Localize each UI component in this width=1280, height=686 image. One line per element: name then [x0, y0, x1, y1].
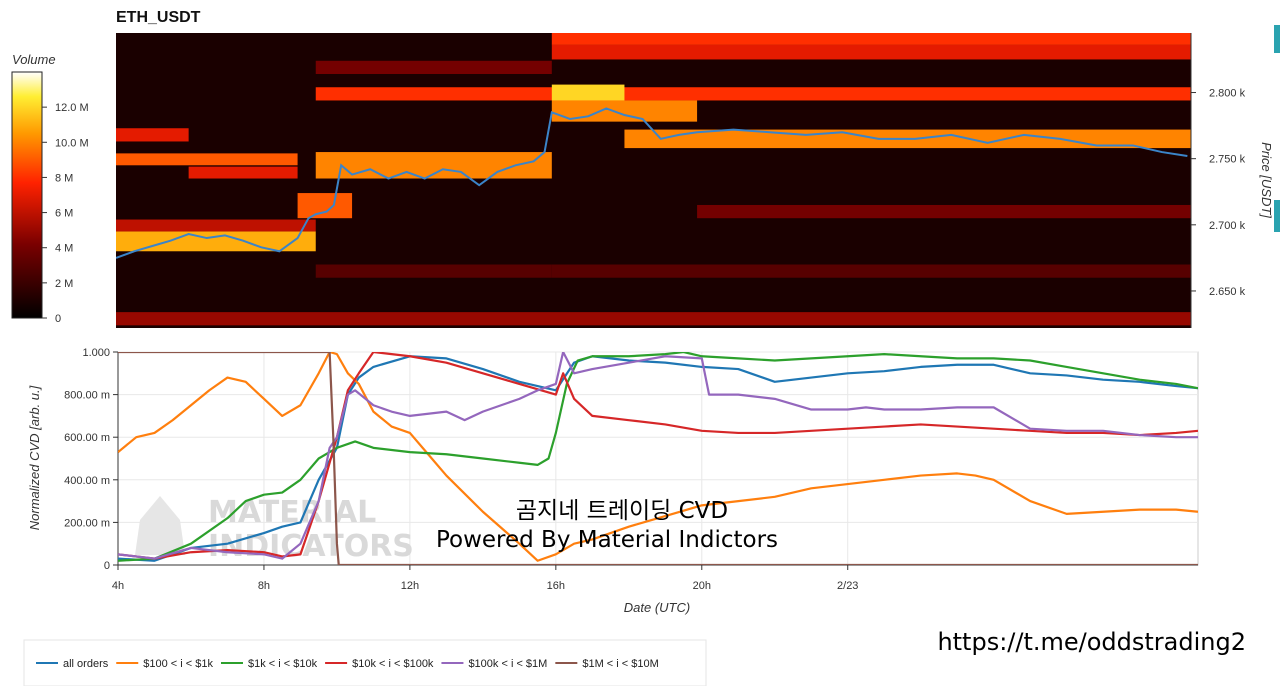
cvd-series-layer: [118, 352, 1198, 565]
legend-item-s100[interactable]: $100 < i < $1k: [116, 658, 213, 670]
accent-tab-1[interactable]: [1274, 25, 1280, 53]
cvd-y-tick-label: 200.00 m: [64, 517, 110, 529]
legend-label: $1k < i < $10k: [248, 658, 318, 670]
legend-label: $1M < i < $10M: [582, 658, 658, 670]
heat-band-13: [297, 193, 353, 219]
heat-band-14: [697, 204, 1191, 219]
cvd-y-tick-label: 1.000: [82, 347, 110, 359]
heat-band-15: [116, 312, 1191, 326]
heat-band-4: [551, 84, 625, 101]
cvd-x-tick-label: 16h: [547, 580, 565, 592]
series-line-s100: [118, 352, 1198, 562]
flask-icon: [135, 496, 185, 555]
cvd-y-tick-label: 600.00 m: [64, 432, 110, 444]
price-axis-label: Price [USDT]: [1259, 142, 1274, 218]
cvd-y-tick-label: 800.00 m: [64, 390, 110, 402]
heat-band-16: [551, 264, 1191, 278]
price-axis-ticks: 2.800 k 2.750 k 2.700 k 2.650 k: [1191, 88, 1246, 298]
series-line-s1k: [118, 352, 1198, 562]
cvd-y-label: Normalized CVD [arb. u.]: [27, 385, 42, 530]
colorbar: [11, 71, 43, 319]
price-tick-label: 2.800 k: [1209, 88, 1246, 100]
cvd-x-label: Date (UTC): [624, 600, 690, 615]
legend: all orders $100 < i < $1k $1k < i < $10k $1…: [36, 658, 659, 670]
colorbar-tick-label: 0: [55, 313, 61, 325]
cvd-y-tick-label: 0: [104, 560, 110, 572]
cvd-x-tick-label: 20h: [693, 580, 711, 592]
watermark-line-2: INDICATORS: [208, 529, 414, 564]
heat-band-7: [116, 128, 189, 142]
heat-band-3: [315, 87, 1191, 101]
price-tick-label: 2.650 k: [1209, 286, 1246, 298]
colorbar-tick-label: 6 M: [55, 208, 73, 220]
series-line-s10k: [118, 352, 1198, 560]
heatmap-cells: [116, 33, 1191, 326]
heat-band-10: [188, 166, 298, 179]
cvd-x-ticks: 4h 8h 12h 16h 20h 2/23: [112, 565, 858, 592]
legend-item-s1m[interactable]: $1M < i < $10M: [555, 658, 659, 670]
heat-band-8: [116, 153, 298, 166]
heat-band-12: [116, 219, 316, 232]
overlay-title: 곰지네 트레이딩 CVD: [516, 498, 728, 524]
watermark: MATERIAL INDICATORS: [135, 495, 414, 564]
price-tick-label: 2.750 k: [1209, 154, 1246, 166]
heatmap-background: [116, 33, 1191, 328]
price-tick-label: 2.700 k: [1209, 220, 1246, 232]
cvd-x-tick-label: 4h: [112, 580, 124, 592]
legend-label: $10k < i < $100k: [352, 658, 434, 670]
colorbar-ticks: 12.0 M 10.0 M 8 M 6 M 4 M 2 M 0: [42, 102, 89, 325]
telegram-link[interactable]: https://t.me/oddstrading2: [937, 628, 1246, 656]
cvd-plot-area: [117, 351, 1199, 566]
price-line: [116, 107, 1188, 259]
legend-item-s1k[interactable]: $1k < i < $10k: [220, 658, 318, 670]
cvd-y-tick-label: 400.00 m: [64, 475, 110, 487]
colorbar-tick-label: 8 M: [55, 172, 73, 184]
legend-item-s10k[interactable]: $10k < i < $100k: [325, 658, 434, 670]
cvd-x-tick-label: 8h: [258, 580, 270, 592]
colorbar-tick-label: 4 M: [55, 243, 73, 255]
series-line-s1m: [118, 352, 1198, 565]
legend-item-s100k[interactable]: $100k < i < $1M: [441, 658, 547, 670]
colorbar-tick-label: 10.0 M: [55, 137, 89, 149]
colorbar-tick-label: 12.0 M: [55, 102, 89, 114]
heat-band-1: [551, 44, 1191, 60]
colorbar-tick-label: 2 M: [55, 278, 73, 290]
legend-label: $100 < i < $1k: [143, 658, 213, 670]
overlay-subtitle: Powered By Material Indictors: [436, 527, 778, 553]
heat-band-2: [315, 60, 552, 75]
series-line-s100k: [118, 352, 1198, 560]
legend-label: $100k < i < $1M: [468, 658, 547, 670]
heat-band-11: [116, 231, 316, 252]
cvd-x-tick-label: 2/23: [837, 580, 858, 592]
legend-item-all[interactable]: all orders: [36, 658, 109, 670]
colorbar-label: Volume: [12, 52, 56, 67]
heat-band-17: [315, 264, 552, 278]
legend-label: all orders: [63, 658, 109, 670]
heat-band-0: [551, 33, 1191, 45]
accent-tab-2[interactable]: [1274, 200, 1280, 232]
heatmap-title: ETH_USDT: [116, 9, 201, 26]
price-line-layer: [116, 107, 1188, 259]
cvd-y-ticks: 1.000 800.00 m 600.00 m 400.00 m 200.00 m 0: [64, 347, 118, 572]
cvd-x-tick-label: 12h: [401, 580, 419, 592]
